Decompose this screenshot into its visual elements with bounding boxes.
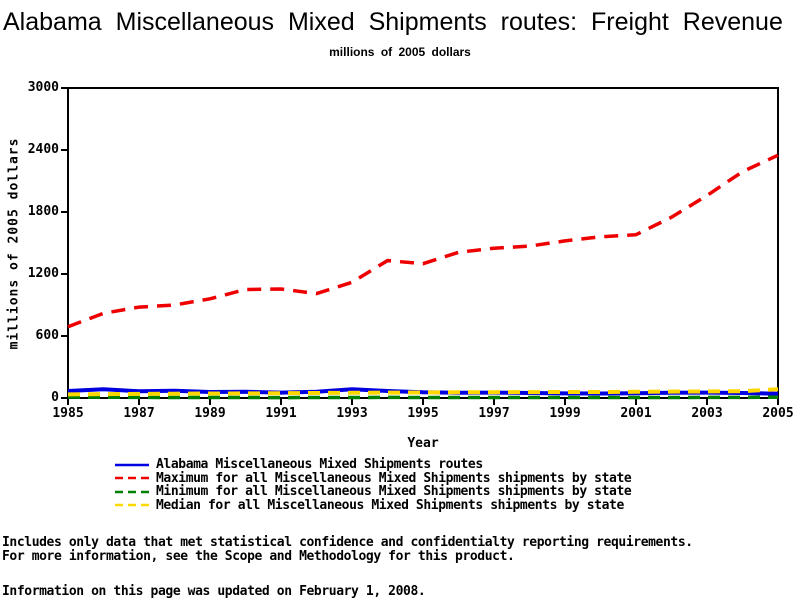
x-tick-label: 1993 [336, 406, 368, 421]
chart-subtitle: millions of 2005 dollars [329, 45, 471, 59]
chart-title: Alabama Miscellaneous Mixed Shipments ro… [3, 8, 783, 36]
plot-area [61, 87, 779, 405]
x-tick-label: 1985 [52, 406, 84, 421]
footnote-line-2: For more information, see the Scope and … [2, 549, 515, 564]
legend-label: Minimum for all Miscellaneous Mixed Ship… [156, 484, 632, 500]
updated-date-note: Information on this page was updated on … [2, 584, 426, 599]
legend-swatch-icon [115, 477, 149, 480]
legend-swatch-icon [115, 504, 149, 507]
x-tick-label: 1989 [194, 406, 226, 421]
y-tick-label: 3000 [27, 80, 59, 95]
y-tick-label: 0 [51, 390, 59, 405]
x-tick-label: 2003 [691, 406, 723, 421]
legend-swatch-icon [115, 463, 149, 466]
legend-swatch-icon [115, 490, 149, 493]
legend-label: Alabama Miscellaneous Mixed Shipments ro… [156, 457, 483, 473]
legend-label: Median for all Miscellaneous Mixed Shipm… [156, 497, 624, 513]
x-tick-label: 2001 [620, 406, 652, 421]
x-axis-label: Year [407, 436, 439, 451]
legend-item: Minimum for all Miscellaneous Mixed Ship… [114, 484, 632, 500]
x-tick-label: 2005 [762, 406, 794, 421]
x-tick-label: 1987 [123, 406, 155, 421]
legend-label: Maximum for all Miscellaneous Mixed Ship… [156, 470, 632, 486]
legend-item: Maximum for all Miscellaneous Mixed Ship… [114, 470, 632, 486]
x-tick-label: 1995 [407, 406, 439, 421]
y-tick-label: 600 [35, 328, 59, 343]
x-tick-label: 1997 [478, 406, 510, 421]
x-tick-label: 1991 [265, 406, 297, 421]
y-tick-label: 2400 [27, 142, 59, 157]
y-tick-label: 1200 [27, 266, 59, 281]
legend-item: Median for all Miscellaneous Mixed Shipm… [114, 497, 631, 513]
legend: Alabama Miscellaneous Mixed Shipments ro… [114, 457, 632, 513]
x-tick-label: 1999 [549, 406, 581, 421]
y-tick-label: 1800 [27, 204, 59, 219]
legend-item: Alabama Miscellaneous Mixed Shipments ro… [114, 457, 631, 473]
footnote-line-1: Includes only data that met statistical … [2, 535, 693, 550]
